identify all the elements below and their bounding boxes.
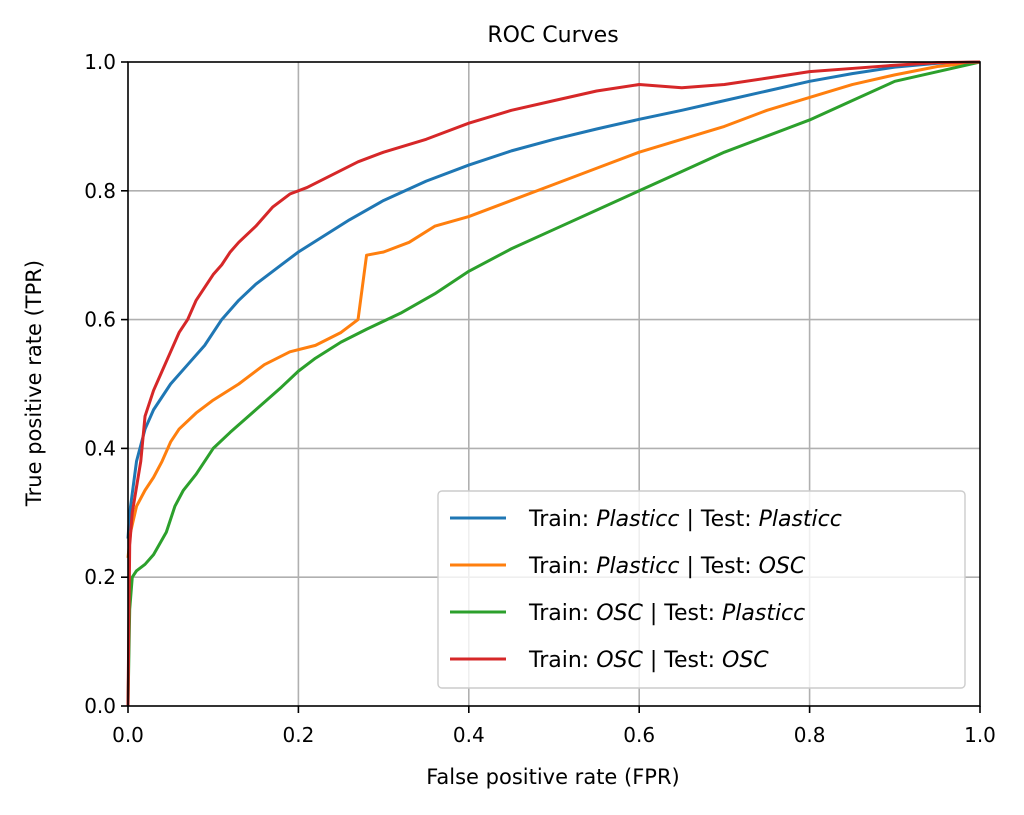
x-tick-label-5: 1.0	[964, 723, 996, 747]
series-line-1	[126, 60, 981, 559]
x-tick-label-1: 0.2	[282, 723, 314, 747]
legend-label-3: Train: OSC | Test: OSC	[528, 648, 769, 673]
y-tick-label-4: 0.8	[84, 179, 116, 203]
y-tick-label-3: 0.6	[84, 308, 116, 332]
y-tick-label-2: 0.4	[84, 436, 116, 460]
legend-label-2: Train: OSC | Test: Plasticc	[528, 601, 805, 626]
legend-box	[437, 490, 966, 689]
y-tick-label-5: 1.0	[84, 50, 116, 74]
x-tick-label-2: 0.4	[453, 723, 485, 747]
y-axis-title: True positive rate (TPR)	[22, 260, 46, 507]
plot-frame	[127, 61, 981, 707]
series-line-3	[126, 60, 981, 707]
x-axis-title: False positive rate (FPR)	[426, 765, 680, 789]
x-tick-label-0: 0.0	[112, 723, 144, 747]
series-line-2	[126, 60, 981, 707]
series-line-0	[126, 60, 981, 539]
series-lines	[126, 60, 981, 707]
x-tick-label-4: 0.8	[794, 723, 826, 747]
legend-label-0: Train: Plasticc | Test: Plasticc	[528, 507, 842, 532]
y-tick-label-0: 0.0	[84, 694, 116, 718]
legend: Train: Plasticc | Test: Plasticc Train: P…	[437, 490, 966, 689]
chart-title: ROC Curves	[487, 23, 618, 48]
y-tick-label-1: 0.2	[84, 565, 116, 589]
x-tick-label-3: 0.6	[623, 723, 655, 747]
axis-ticks: 0.0 0.2 0.4 0.6 0.8 1.0 0.0 0.2 0.4 0.6 0.8 1.0	[84, 50, 996, 747]
legend-label-1: Train: Plasticc | Test: OSC	[528, 554, 806, 579]
